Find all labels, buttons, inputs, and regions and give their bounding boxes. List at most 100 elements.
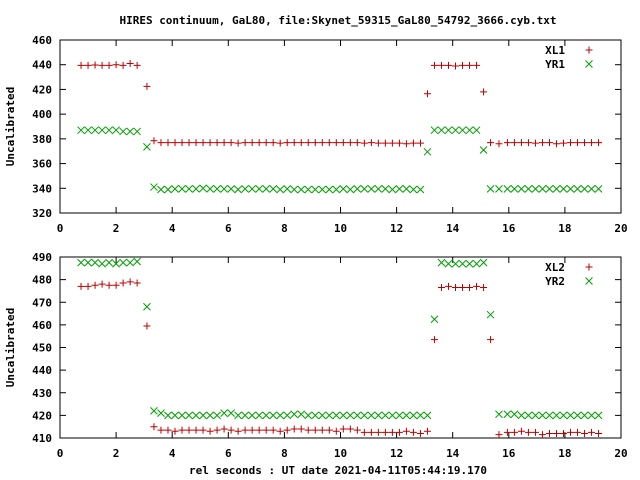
data-point-yr1: [213, 185, 221, 193]
data-point-xl1: [105, 61, 113, 69]
data-point-yr2: [112, 259, 120, 268]
data-point-yr1: [325, 185, 334, 194]
data-point-yr2: [290, 410, 299, 419]
data-point-yr2: [573, 411, 582, 420]
y-tick-label: 450: [32, 342, 52, 355]
data-point-yr2: [227, 409, 235, 417]
x-axis-label: rel seconds : UT date 2021-04-11T05:44:1…: [189, 464, 487, 477]
data-point-xl2: [283, 426, 291, 434]
data-point-xl2: [559, 429, 567, 437]
x-tick-label: 8: [281, 447, 288, 460]
y-tick-label: 340: [32, 182, 52, 195]
data-point-yr2: [157, 409, 165, 417]
data-point-xl1: [346, 139, 354, 147]
data-point-yr2: [423, 411, 432, 420]
data-point-xl2: [459, 284, 467, 292]
data-point-xl1: [437, 61, 445, 69]
data-point-yr1: [119, 127, 127, 136]
data-point-yr1: [510, 185, 519, 193]
data-point-xl1: [503, 139, 511, 147]
x-tick-label: 0: [57, 222, 64, 235]
data-point-yr1: [594, 185, 603, 193]
y-tick-label: 320: [32, 207, 52, 220]
data-point-xl2: [531, 428, 539, 436]
data-point-xl1: [524, 139, 532, 147]
data-point-xl1: [567, 139, 575, 147]
data-point-xl1: [480, 88, 488, 96]
data-point-yr1: [486, 185, 495, 193]
data-point-xl2: [581, 429, 589, 437]
series-xl1: [77, 59, 603, 148]
data-point-yr2: [119, 258, 127, 267]
data-point-yr1: [199, 184, 207, 193]
legend-marker: [585, 60, 593, 68]
data-point-yr2: [472, 259, 481, 268]
data-point-yr1: [409, 185, 418, 194]
y-axis-label: Uncalibrated: [4, 87, 17, 166]
data-point-yr1: [248, 185, 256, 193]
data-point-xl1: [552, 140, 560, 148]
data-point-yr1: [185, 185, 193, 193]
data-point-xl1: [297, 139, 305, 147]
data-point-yr1: [206, 185, 214, 193]
data-point-yr1: [262, 185, 271, 193]
data-point-xl1: [119, 61, 127, 69]
data-point-xl2: [360, 428, 368, 436]
data-point-yr2: [262, 411, 271, 420]
x-tick-label: 6: [225, 447, 232, 460]
data-point-yr2: [545, 411, 554, 420]
data-point-yr2: [283, 411, 292, 420]
x-tick-label: 2: [113, 447, 120, 460]
data-point-yr1: [573, 185, 582, 193]
data-point-yr2: [559, 411, 568, 420]
data-point-xl2: [185, 426, 193, 434]
data-point-yr1: [91, 126, 99, 135]
x-tick-label: 6: [225, 222, 232, 235]
data-point-yr1: [276, 185, 285, 194]
data-point-yr2: [510, 410, 519, 419]
data-point-yr2: [339, 411, 348, 420]
data-point-xl1: [311, 139, 319, 147]
data-point-yr2: [538, 411, 547, 420]
data-point-yr2: [360, 411, 369, 420]
x-tick-label: 12: [390, 222, 403, 235]
data-point-xl1: [304, 139, 312, 147]
data-point-xl2: [234, 427, 242, 435]
data-point-xl1: [227, 139, 235, 147]
data-point-yr1: [472, 126, 481, 135]
data-point-yr1: [126, 127, 134, 136]
data-point-xl1: [206, 139, 214, 147]
series-yr1: [77, 126, 603, 194]
y-tick-label: 490: [32, 251, 52, 264]
data-point-yr1: [98, 126, 106, 135]
data-point-xl1: [269, 139, 277, 147]
data-point-yr1: [77, 126, 85, 135]
data-point-xl1: [495, 140, 503, 148]
data-point-xl2: [84, 282, 92, 290]
data-point-xl1: [164, 139, 172, 147]
data-point-xl1: [133, 61, 141, 69]
data-point-xl2: [332, 427, 340, 435]
data-point-xl2: [157, 426, 165, 434]
data-point-xl2: [381, 428, 389, 436]
data-point-yr2: [164, 411, 172, 420]
data-point-xl1: [510, 139, 518, 147]
data-point-xl1: [466, 61, 474, 69]
data-point-yr2: [517, 411, 526, 420]
data-point-yr2: [150, 406, 158, 415]
data-point-xl2: [178, 426, 186, 434]
data-point-xl1: [112, 61, 120, 69]
data-point-xl1: [545, 139, 553, 147]
data-point-xl1: [339, 139, 347, 147]
data-point-xl2: [545, 429, 553, 437]
data-point-yr1: [311, 185, 320, 194]
data-point-yr1: [423, 147, 432, 156]
data-point-yr1: [304, 185, 313, 194]
x-tick-label: 0: [57, 447, 64, 460]
data-point-yr2: [503, 410, 512, 419]
data-point-yr2: [248, 411, 256, 420]
data-point-xl2: [206, 427, 214, 435]
data-point-xl2: [567, 428, 575, 436]
data-point-yr1: [234, 185, 242, 194]
data-point-xl2: [480, 284, 488, 292]
